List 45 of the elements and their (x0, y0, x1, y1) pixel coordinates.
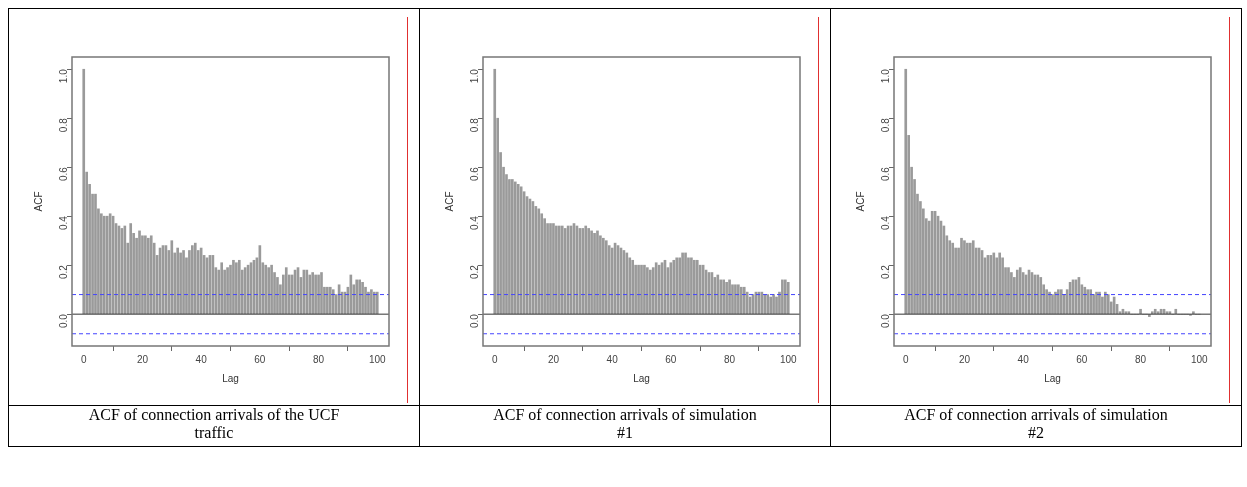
y-tick-label: 0.6 (57, 166, 69, 182)
text: ACF of connection arrivals of the UCF traffic (8, 405, 420, 447)
x-tick-label: 20 (136, 353, 149, 365)
x-tick-label: 60 (254, 353, 266, 365)
x-tick-label: 60 (665, 353, 677, 365)
y-tick-label: 0.0 (879, 313, 891, 329)
y-tick-label: 0.8 (57, 117, 69, 133)
y-tick-label: 0.0 (57, 313, 69, 329)
y-tick-label: 0.6 (468, 166, 480, 182)
text: ACF of connection arrivals of simulation #1 (419, 405, 831, 447)
x-axis-title: Lag (222, 372, 239, 384)
x-tick-label: 80 (312, 353, 325, 365)
y-tick-label: 0.2 (879, 264, 891, 280)
y-tick-label: 0.4 (468, 215, 480, 231)
x-tick-label: 20 (958, 353, 971, 365)
y-tick-label: 0.4 (57, 215, 69, 231)
x-tick-label: 100 (1190, 353, 1209, 365)
y-tick-label: 0.8 (468, 117, 480, 133)
y-tick-label: 1.0 (468, 68, 480, 84)
y-tick-label: 0.4 (879, 215, 891, 231)
x-tick-label: 80 (1134, 353, 1147, 365)
y-tick-label: 1.0 (879, 68, 891, 84)
x-axis-title: Lag (633, 372, 650, 384)
x-tick-label: 40 (606, 353, 619, 365)
y-axis-title: ACF (32, 191, 44, 212)
y-tick-label: 0.6 (879, 166, 891, 182)
y-axis-title: ACF (443, 191, 455, 212)
y-tick-label: 0.0 (468, 313, 480, 329)
x-tick-label: 80 (723, 353, 736, 365)
y-tick-label: 0.2 (468, 264, 480, 280)
y-tick-label: 1.0 (57, 68, 69, 84)
x-tick-label: 0 (491, 353, 498, 365)
y-tick-label: 0.2 (57, 264, 69, 280)
x-tick-label: 100 (779, 353, 798, 365)
x-tick-label: 40 (1017, 353, 1030, 365)
text: ACF of connection arrivals of simulation #2 (830, 405, 1242, 447)
x-tick-label: 60 (1076, 353, 1088, 365)
x-tick-label: 0 (80, 353, 87, 365)
x-tick-label: 100 (368, 353, 387, 365)
x-tick-label: 40 (195, 353, 208, 365)
x-tick-label: 0 (902, 353, 909, 365)
x-tick-label: 20 (547, 353, 560, 365)
y-tick-label: 0.8 (879, 117, 891, 133)
x-axis-title: Lag (1044, 372, 1061, 384)
y-axis-title: ACF (854, 191, 866, 212)
